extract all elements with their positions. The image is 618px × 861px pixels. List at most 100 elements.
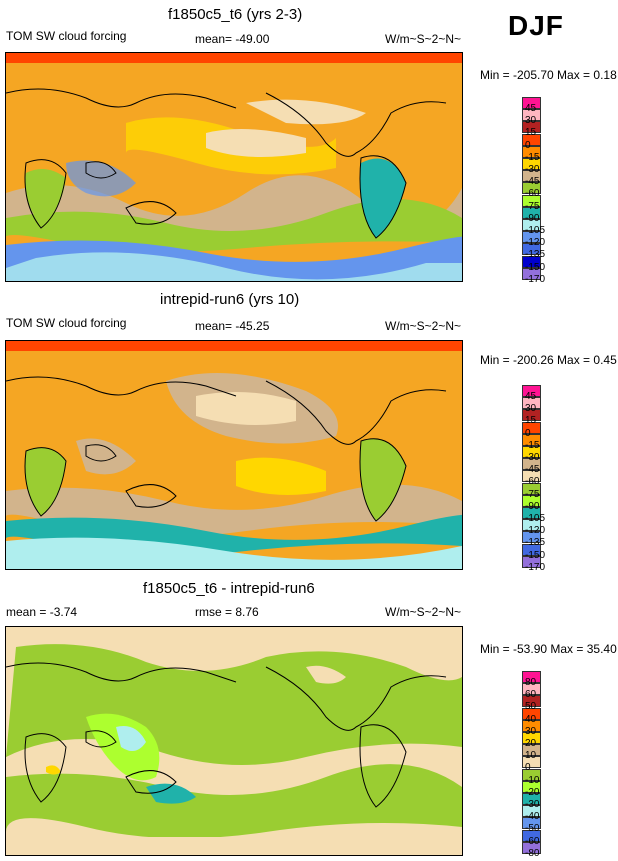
colorbar-level-label: 45 bbox=[525, 103, 537, 114]
panel2-map-svg bbox=[6, 341, 462, 569]
colorbar-swatch bbox=[522, 158, 541, 170]
colorbar-swatch bbox=[522, 470, 541, 483]
colorbar-swatch bbox=[522, 780, 541, 793]
p2-coastlines bbox=[6, 376, 447, 522]
colorbar-level-label: 30 bbox=[525, 403, 537, 415]
p1-africa bbox=[25, 169, 66, 223]
colorbar-level-label: -90 bbox=[525, 500, 540, 512]
panel3-title: f1850c5_t6 - intrepid-run6 bbox=[143, 580, 315, 597]
colorbar-level-label: 60 bbox=[525, 689, 537, 701]
colorbar-level-label: -15 bbox=[525, 151, 540, 163]
colorbar-level-label: -40 bbox=[525, 811, 540, 823]
colorbar-level-label: -15 bbox=[525, 439, 540, 451]
p1-southern-light bbox=[6, 252, 462, 281]
p3-coastlines bbox=[6, 662, 447, 808]
colorbar-swatch bbox=[522, 671, 541, 683]
season-label: DJF bbox=[508, 10, 564, 41]
colorbar-swatch bbox=[522, 732, 541, 744]
colorbar-swatch bbox=[522, 133, 541, 146]
colorbar-swatch bbox=[522, 109, 541, 122]
colorbar-level-label: -10 bbox=[525, 774, 540, 786]
panel1-minmax: Min = -205.70 Max = 0.18 bbox=[480, 68, 617, 82]
colorbar-swatch bbox=[522, 744, 541, 757]
colorbar-level-label: 30 bbox=[525, 115, 537, 127]
panel2-left-label: TOM SW cloud forcing bbox=[6, 316, 127, 330]
colorbar-swatch bbox=[522, 385, 541, 397]
colorbar-level-label: -20 bbox=[525, 786, 540, 798]
colorbar-swatch bbox=[522, 433, 541, 446]
colorbar-swatch bbox=[522, 397, 541, 410]
colorbar-level-label: -150 bbox=[525, 549, 546, 561]
p1-npacific bbox=[246, 99, 366, 125]
panel1-map bbox=[5, 52, 463, 282]
p2-southern-ocean bbox=[6, 537, 462, 569]
colorbar-level-label: -30 bbox=[525, 164, 540, 175]
colorbar-level-label: -170 bbox=[525, 273, 546, 285]
colorbar-level-label: -120 bbox=[525, 237, 546, 249]
panel2-units-label: W/m~S~2~N~ bbox=[385, 319, 462, 333]
p2-maritime bbox=[76, 438, 136, 475]
colorbar-level-label: -60 bbox=[525, 188, 540, 200]
panel3-minmax: Min = -53.90 Max = 35.40 bbox=[480, 642, 617, 656]
colorbar-level-label: -45 bbox=[525, 464, 540, 476]
colorbar-level-label: -105 bbox=[525, 225, 546, 236]
panel1-units-label: W/m~S~2~N~ bbox=[385, 32, 462, 46]
colorbar-swatch bbox=[522, 793, 541, 805]
colorbar-level-label: -90 bbox=[525, 212, 540, 224]
p3-maritime-cyan bbox=[116, 726, 146, 751]
colorbar-level-label: 50 bbox=[525, 701, 537, 713]
colorbar-swatch bbox=[522, 768, 541, 781]
colorbar-level-label: -150 bbox=[525, 261, 546, 273]
colorbar-swatch bbox=[522, 170, 541, 183]
panel2-title: intrepid-run6 (yrs 10) bbox=[160, 291, 300, 308]
colorbar-swatch bbox=[522, 206, 541, 219]
p2-npacific-light bbox=[196, 392, 296, 425]
colorbar-level-label: 0 bbox=[525, 762, 531, 774]
panel2-mean-label: mean= -45.25 bbox=[195, 319, 270, 333]
panel3-map bbox=[5, 626, 463, 856]
p1-polar-band bbox=[6, 53, 462, 63]
panel1-map-svg bbox=[6, 53, 462, 281]
colorbar-level-label: -120 bbox=[525, 525, 546, 537]
colorbar-swatch bbox=[522, 817, 541, 830]
panel2-minmax: Min = -200.26 Max = 0.45 bbox=[480, 353, 617, 367]
p2-polar-band bbox=[6, 341, 462, 351]
colorbar-swatch bbox=[522, 507, 541, 519]
p1-green-band bbox=[6, 199, 462, 252]
colorbar-swatch bbox=[522, 121, 541, 134]
colorbar-swatch bbox=[522, 719, 541, 732]
p1-pacific-light bbox=[206, 129, 306, 157]
panel1-title: f1850c5_t6 (yrs 2-3) bbox=[168, 6, 303, 23]
p3-australia-teal bbox=[146, 783, 196, 804]
colorbar-level-label: 30 bbox=[525, 725, 537, 737]
colorbar-level-label: -60 bbox=[525, 476, 540, 488]
colorbar-level-label: -135 bbox=[525, 537, 546, 549]
colorbar-level-label: -80 bbox=[525, 847, 540, 859]
panel3-rmse-label: rmse = 8.76 bbox=[195, 605, 259, 619]
colorbar-swatch bbox=[522, 482, 541, 495]
colorbar-swatch bbox=[522, 145, 541, 158]
colorbar-swatch bbox=[522, 421, 541, 434]
p3-green-north bbox=[6, 644, 462, 765]
colorbar-swatch bbox=[522, 683, 541, 696]
colorbar-level-label: -50 bbox=[525, 823, 540, 835]
colorbar-level-label: -30 bbox=[525, 799, 540, 810]
p3-southern-edge bbox=[6, 837, 462, 855]
colorbar-swatch bbox=[522, 458, 541, 471]
colorbar-swatch bbox=[522, 494, 541, 507]
colorbar-level-label: 10 bbox=[525, 750, 537, 762]
panel1-left-label: TOM SW cloud forcing bbox=[6, 29, 127, 43]
p3-npacific-light bbox=[306, 665, 346, 684]
colorbar-level-label: -105 bbox=[525, 513, 546, 524]
colorbar-level-label: -170 bbox=[525, 561, 546, 573]
colorbar-level-label: 15 bbox=[525, 127, 537, 139]
colorbar-level-label: -135 bbox=[525, 249, 546, 261]
colorbar-level-label: 0 bbox=[525, 427, 531, 439]
colorbar-swatch bbox=[522, 756, 541, 769]
colorbar-swatch bbox=[522, 695, 541, 708]
colorbar-swatch bbox=[522, 829, 541, 842]
colorbar-swatch bbox=[522, 519, 541, 532]
colorbar-swatch bbox=[522, 841, 541, 854]
colorbar-swatch bbox=[522, 707, 541, 720]
colorbar-level-label: -45 bbox=[525, 176, 540, 188]
